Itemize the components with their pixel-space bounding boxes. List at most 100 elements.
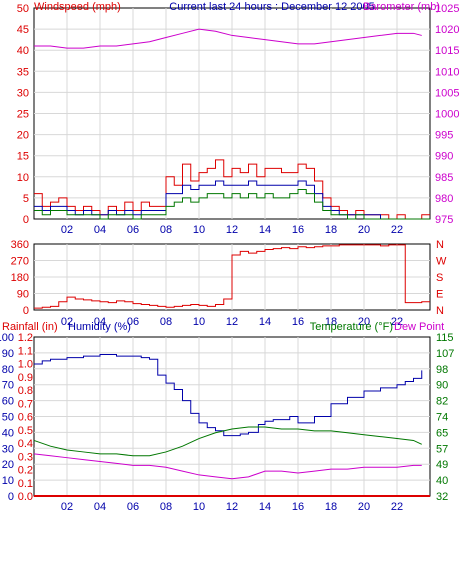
- barometer-tick-label: 975: [435, 214, 453, 226]
- temperature-tick-label: 32: [436, 491, 448, 503]
- rainfall-tick-label: 0.5: [18, 425, 33, 437]
- windspeed-tick-label: 5: [23, 193, 29, 205]
- x-tick-label: 06: [127, 501, 139, 513]
- x-tick-label: 02: [61, 224, 73, 236]
- series-line-humidity-: [34, 353, 423, 437]
- direction-tick-label: 360: [11, 239, 29, 251]
- x-tick-label: 22: [391, 316, 403, 328]
- direction-tick-label: 0: [23, 305, 29, 317]
- temperature-tick-label: 90: [436, 380, 448, 392]
- temperature-tick-label: 82: [436, 396, 448, 408]
- series-line-average-wind: [34, 180, 430, 220]
- barometer-tick-label: 990: [435, 151, 453, 163]
- x-tick-label: 12: [226, 224, 238, 236]
- series-line-barometer-mb-: [34, 28, 422, 49]
- rainfall-tick-label: 0.9: [18, 372, 33, 384]
- windspeed-tick-label: 25: [17, 109, 29, 121]
- direction-tick-label: 180: [11, 272, 29, 284]
- rainfall-tick-label: 0.6: [18, 412, 33, 424]
- compass-label: N: [436, 305, 444, 317]
- series-line-wind-direction: [34, 244, 430, 309]
- rainfall-tick-label: 1.2: [18, 332, 33, 344]
- temperature-axis-title: Temperature (°F): [310, 321, 393, 333]
- x-tick-label: 06: [127, 316, 139, 328]
- rainfall-tick-label: 0.0: [18, 491, 33, 503]
- windspeed-tick-label: 15: [17, 151, 29, 163]
- chart-title: Current last 24 hours : December 12 2005: [169, 1, 374, 13]
- series-line-wind-gust: [34, 188, 430, 220]
- series-line-dew-point: [33, 453, 422, 480]
- humidity-tick-label: 50: [2, 412, 14, 424]
- x-tick-label: 18: [325, 501, 337, 513]
- rainfall-tick-label: 0.2: [18, 465, 33, 477]
- temperature-tick-label: 40: [436, 475, 448, 487]
- temperature-tick-label: 115: [436, 332, 454, 344]
- humidity-tick-label: 40: [2, 427, 14, 439]
- humidity-tick-label: 70: [2, 380, 14, 392]
- barometer-tick-label: 1015: [435, 45, 459, 57]
- x-tick-label: 10: [193, 501, 205, 513]
- x-tick-label: 02: [61, 501, 73, 513]
- windspeed-tick-label: 40: [17, 45, 29, 57]
- compass-label: N: [436, 239, 444, 251]
- humidity-tick-label: 30: [2, 443, 14, 455]
- x-tick-label: 12: [226, 501, 238, 513]
- humidity-tick-label: 60: [2, 396, 14, 408]
- x-tick-label: 16: [292, 316, 304, 328]
- direction-tick-label: 90: [17, 289, 29, 301]
- humidity-axis-title: Humidity (%): [68, 321, 131, 333]
- barometer-tick-label: 1020: [435, 24, 459, 36]
- x-tick-label: 14: [259, 224, 271, 236]
- x-tick-label: 10: [193, 224, 205, 236]
- x-tick-label: 18: [325, 224, 337, 236]
- rainfall-tick-label: 0.4: [18, 438, 33, 450]
- x-tick-label: 04: [94, 224, 106, 236]
- humidity-tick-label: 90: [2, 348, 14, 360]
- barometer-tick-label: 985: [435, 172, 453, 184]
- compass-label: E: [436, 289, 443, 301]
- windspeed-tick-label: 30: [17, 87, 29, 99]
- rainfall-axis-title: Rainfall (in): [2, 321, 58, 333]
- x-tick-label: 20: [358, 316, 370, 328]
- barometer-tick-label: 1010: [435, 66, 459, 78]
- x-tick-label: 22: [391, 224, 403, 236]
- x-tick-label: 20: [358, 501, 370, 513]
- x-tick-label: 08: [160, 224, 172, 236]
- barometer-tick-label: 1000: [435, 109, 459, 121]
- rainfall-tick-label: 0.8: [18, 385, 33, 397]
- x-tick-label: 16: [292, 224, 304, 236]
- humidity-tick-label: 10: [2, 475, 14, 487]
- humidity-tick-label: 0: [8, 491, 14, 503]
- humidity-tick-label: 80: [2, 364, 14, 376]
- x-tick-label: 02: [61, 316, 73, 328]
- x-tick-label: 22: [391, 501, 403, 513]
- dewpoint-axis-title: Dew Point: [394, 321, 444, 333]
- barometer-axis-title: Barometer (mb): [363, 1, 440, 13]
- windspeed-tick-label: 50: [17, 3, 29, 15]
- humidity-tick-label: 100: [0, 332, 14, 344]
- windspeed-tick-label: 0: [23, 214, 29, 226]
- x-tick-label: 06: [127, 224, 139, 236]
- barometer-tick-label: 995: [435, 130, 453, 142]
- temperature-tick-label: 49: [436, 459, 448, 471]
- rainfall-tick-label: 0.1: [18, 478, 33, 490]
- x-tick-label: 20: [358, 224, 370, 236]
- x-tick-label: 14: [259, 501, 271, 513]
- x-tick-label: 08: [160, 316, 172, 328]
- windspeed-tick-label: 10: [17, 172, 29, 184]
- x-tick-label: 12: [226, 316, 238, 328]
- barometer-tick-label: 980: [435, 193, 453, 205]
- barometer-tick-label: 1025: [435, 3, 459, 15]
- x-tick-label: 18: [325, 316, 337, 328]
- rainfall-tick-label: 0.7: [18, 398, 33, 410]
- temperature-tick-label: 65: [436, 427, 448, 439]
- temperature-tick-label: 57: [436, 443, 448, 455]
- x-tick-label: 14: [259, 316, 271, 328]
- windspeed-axis-title: Windspeed (mph): [34, 1, 121, 13]
- humidity-tick-label: 20: [2, 459, 14, 471]
- x-tick-label: 04: [94, 501, 106, 513]
- windspeed-tick-label: 35: [17, 66, 29, 78]
- rainfall-tick-label: 1.1: [18, 345, 33, 357]
